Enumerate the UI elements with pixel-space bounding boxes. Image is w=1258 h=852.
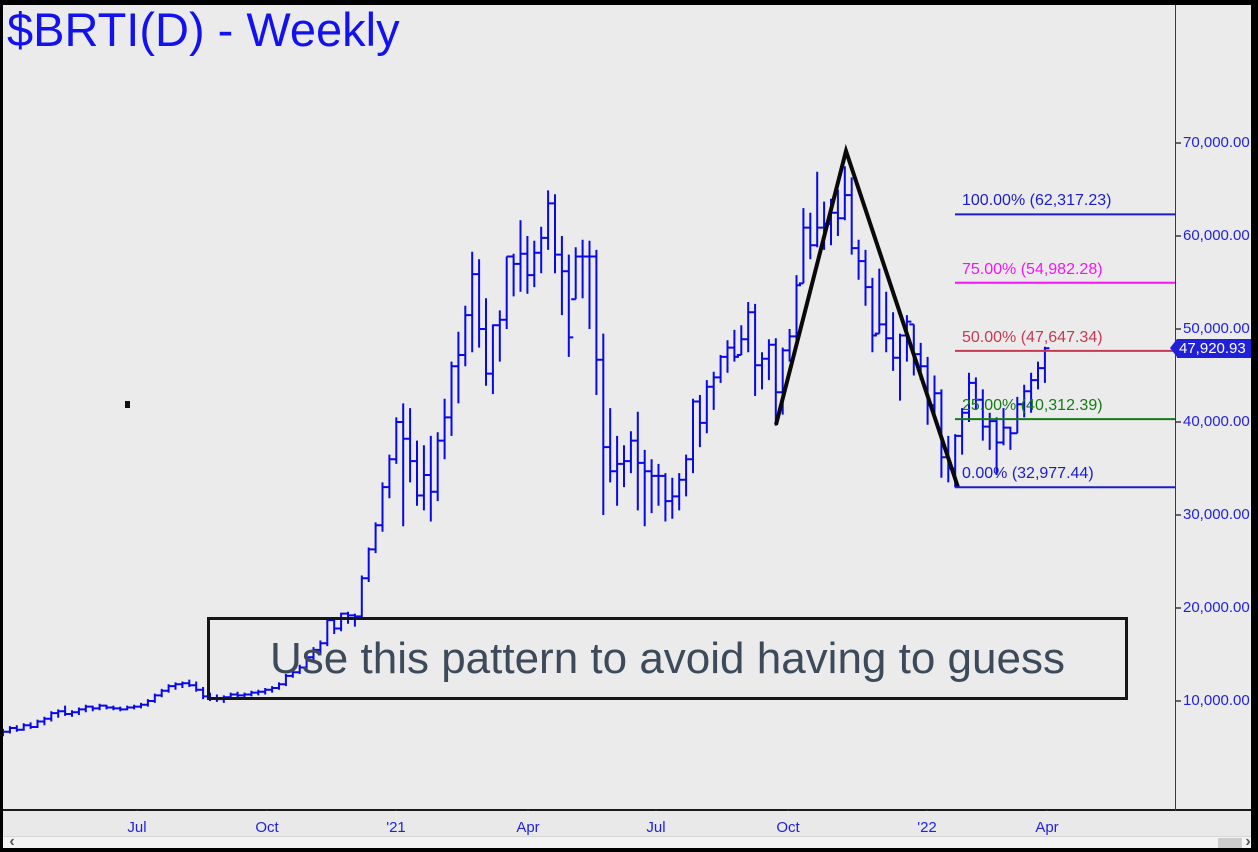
scroll-right-icon[interactable]: › <box>1245 833 1251 850</box>
annotation-box[interactable]: Use this pattern to avoid having to gues… <box>207 617 1128 700</box>
window-frame-left <box>0 0 3 852</box>
annotation-text: Use this pattern to avoid having to gues… <box>270 633 1065 683</box>
y-axis-label: 10,000.00 <box>1183 692 1250 709</box>
fib-label-7500: 75.00% (54,982.28) <box>962 260 1103 278</box>
scrollbar[interactable]: ‹ › <box>0 833 1258 850</box>
last-price-value: 47,920.93 <box>1179 339 1246 357</box>
pattern-trendlines[interactable] <box>774 143 960 488</box>
chart-title: $BRTI(D) - Weekly <box>7 3 400 56</box>
x-axis-label: '22 <box>917 819 937 836</box>
x-axis-label: Jul <box>127 819 147 836</box>
window-frame-right <box>1251 0 1258 852</box>
x-axis-label: Apr <box>516 819 540 836</box>
y-axis-label: 60,000.00 <box>1183 227 1250 244</box>
y-axis-label: 70,000.00 <box>1183 134 1250 151</box>
fib-label-2500: 25.00% (40,312.39) <box>962 397 1103 415</box>
fib-label-000: 0.00% (32,977.44) <box>962 465 1094 483</box>
x-axis-label: Apr <box>1035 819 1059 836</box>
stray-mark <box>125 401 130 408</box>
time-axis-band <box>0 811 1258 836</box>
last-price-badge: 47,920.93 <box>1170 338 1258 358</box>
scroll-left-icon[interactable]: ‹ <box>9 833 15 850</box>
price-badge-notch-icon <box>1170 338 1177 357</box>
x-axis-label: Jul <box>646 819 666 836</box>
scroll-thumb[interactable] <box>1218 838 1242 848</box>
window-frame-top <box>0 0 1258 5</box>
y-axis-label: 20,000.00 <box>1183 599 1250 616</box>
fib-label-10000: 100.00% (62,317.23) <box>962 192 1112 210</box>
y-axis-label: 30,000.00 <box>1183 506 1250 523</box>
window-frame-bottom <box>0 848 1258 852</box>
x-axis-label: '21 <box>386 819 406 836</box>
y-axis-label: 40,000.00 <box>1183 413 1250 430</box>
ohlc-bars <box>0 166 1050 737</box>
x-axis-label: Oct <box>776 819 800 836</box>
y-axis-label: 50,000.00 <box>1183 320 1250 337</box>
x-axis-label: Oct <box>255 819 279 836</box>
fib-label-5000: 50.00% (47,647.34) <box>962 328 1103 346</box>
